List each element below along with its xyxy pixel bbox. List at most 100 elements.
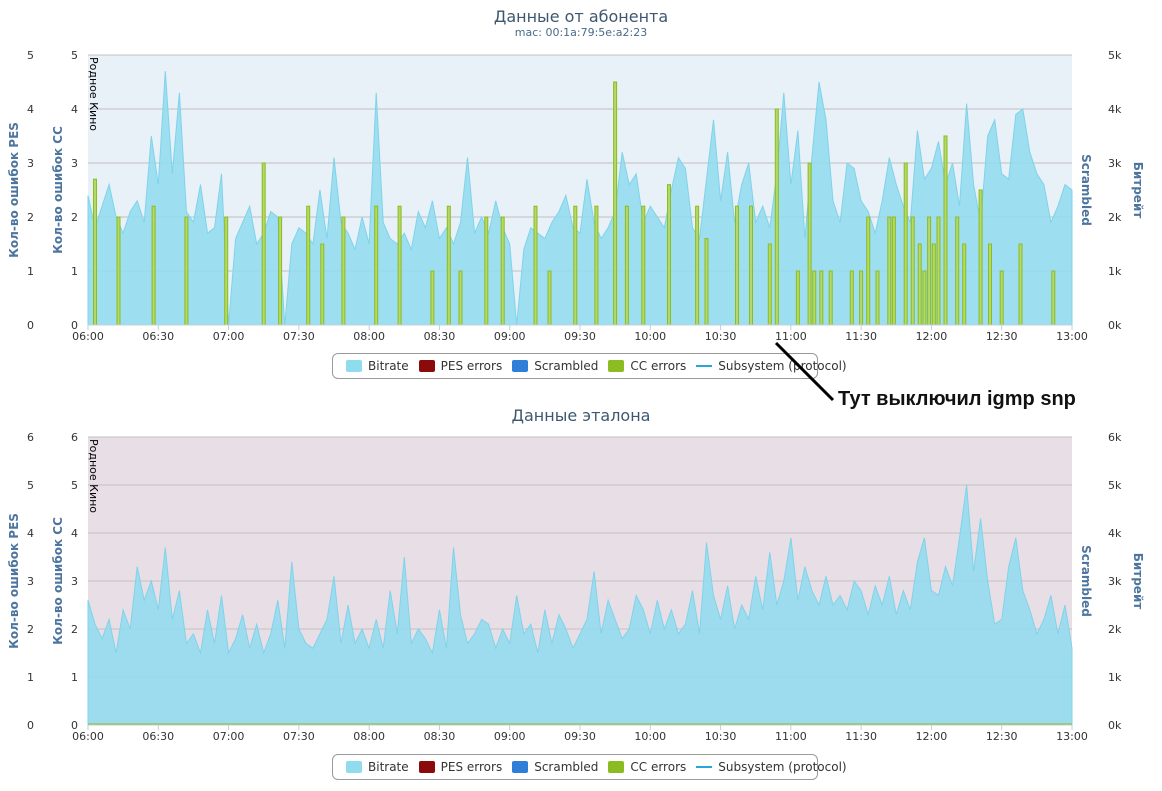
x-axis-tick-label: 10:00 [634,330,666,343]
cc-error-spike [887,216,892,326]
cc-error-spike [849,270,854,326]
pes-axis-tick-label: 6 [27,431,34,444]
legend-label: PES errors [440,359,503,373]
bitrate-axis-tick-label: 2k [1108,211,1122,224]
cc-axis-tick-label: 6 [71,431,78,444]
legend-label: CC errors [630,760,687,774]
legend-item[interactable]: Bitrate [346,359,409,373]
cc-error-spike [533,205,538,326]
pes-axis-title: Кол-во ошибок PES [7,122,21,258]
cc-error-spike [978,189,983,326]
legend-subscriber: Bitrate PES errors Scrambled CC errors Subsy… [332,353,847,379]
cc-error-spike [446,205,451,326]
cc-axis-tick-label: 0 [71,719,78,732]
legend-label: Subsystem (protocol) [718,760,847,774]
cc-error-spike [500,216,505,326]
cc-error-spike [458,270,463,326]
cc-error-spike [1018,243,1023,326]
cc-error-spike [547,270,552,326]
pes-axis-tick-label: 0 [27,719,34,732]
legend-item[interactable]: Subsystem (protocol) [696,359,847,373]
bitrate-axis-title: Битрейт [1131,553,1145,610]
cc-error-spike [917,243,922,326]
legend-reference: Bitrate PES errors Scrambled CC errors Subsy… [332,754,847,780]
cc-error-spike [910,216,915,326]
x-axis-tick-label: 09:30 [564,730,596,743]
pes-axis-tick-label: 5 [27,49,34,62]
bitrate-axis-tick-label: 3k [1108,157,1122,170]
legend-label: Subsystem (protocol) [718,359,847,373]
legend-item[interactable]: Subsystem (protocol) [696,760,847,774]
x-axis-tick-label: 10:00 [634,730,666,743]
legend-item[interactable]: PES errors [418,359,503,373]
cc-axis-title: Кол-во ошибок CC [51,517,65,645]
x-axis-tick-label: 09:30 [564,330,596,343]
cc-error-spike [430,270,435,326]
legend-label: Bitrate [368,359,409,373]
x-axis-tick-label: 06:00 [72,330,104,343]
bitrate-area [87,484,1073,726]
cc-error-spike [695,205,700,326]
bitrate-area [87,71,1073,326]
legend-swatch [346,360,362,372]
bitrate-axis-tick-label: 5k [1108,49,1122,62]
scrambled-axis-title: Scrambled [1079,545,1093,617]
cc-error-spike [891,216,896,326]
cc-axis-tick-label: 2 [71,623,78,636]
bitrate-axis-title: Битрейт [1131,162,1145,219]
pes-axis-tick-label: 1 [27,671,34,684]
bitrate-axis-tick-label: 2k [1108,623,1122,636]
cc-error-spike [341,216,346,326]
bitrate-axis-tick-label: 3k [1108,575,1122,588]
cc-error-spike [1051,270,1056,326]
cc-axis-tick-label: 0 [71,319,78,332]
cc-error-spike [866,216,871,326]
cc-error-spike [807,162,812,326]
legend-item[interactable]: Scrambled [512,760,598,774]
cc-axis-title: Кол-во ошибок CC [51,126,65,254]
x-axis-tick-label: 07:00 [213,730,245,743]
cc-error-spike [594,205,599,326]
x-axis-tick-label: 11:00 [775,330,807,343]
legend-label: Scrambled [534,760,599,774]
x-axis-tick-label: 06:30 [142,330,174,343]
cc-axis-tick-label: 3 [71,157,78,170]
x-axis-tick-label: 10:30 [705,730,737,743]
x-axis-tick-label: 13:00 [1056,330,1088,343]
legend-item[interactable]: Bitrate [346,760,409,774]
cc-error-spike [774,108,779,326]
cc-error-spike [927,216,932,326]
x-axis-tick-label: 06:00 [72,730,104,743]
chart-reference: Данные эталона 0 0 1 1 2 2 3 3 4 4 5 5 6 6 0k 1k 2k 3k 4k 5k… [7,406,1145,743]
legend-item[interactable]: PES errors [418,760,502,774]
legend-swatch [608,360,625,372]
legend-item[interactable]: Scrambled [512,359,598,373]
cc-error-spike [988,243,992,326]
cc-error-spike [624,205,629,326]
legend-item[interactable]: CC errors [608,359,686,373]
cc-error-spike [306,205,311,326]
cc-error-spike [795,270,800,326]
cc-error-spike [931,243,936,326]
bitrate-axis-tick-label: 4k [1108,527,1122,540]
pes-axis-tick-label: 3 [27,575,34,588]
bitrate-axis-tick-label: 1k [1108,671,1122,684]
bitrate-axis-tick-label: 5k [1108,479,1122,492]
x-axis-tick-label: 07:30 [283,730,315,743]
x-axis-tick-label: 08:00 [353,730,385,743]
bitrate-axis-tick-label: 0k [1108,719,1122,732]
cc-error-spike [819,270,824,326]
legend-label: Scrambled [534,359,599,373]
legend-item[interactable]: CC errors [608,760,686,774]
legend-swatch [696,365,713,367]
x-axis-tick-label: 10:30 [705,330,737,343]
cc-error-spike [936,216,941,326]
cc-error-spike [151,205,156,326]
x-axis-tick-label: 11:30 [845,730,877,743]
cc-error-spike [484,216,489,326]
x-axis-tick-label: 11:30 [845,330,877,343]
cc-error-spike [812,270,817,326]
cc-axis-tick-label: 4 [71,103,78,116]
cc-error-spike [828,270,833,326]
